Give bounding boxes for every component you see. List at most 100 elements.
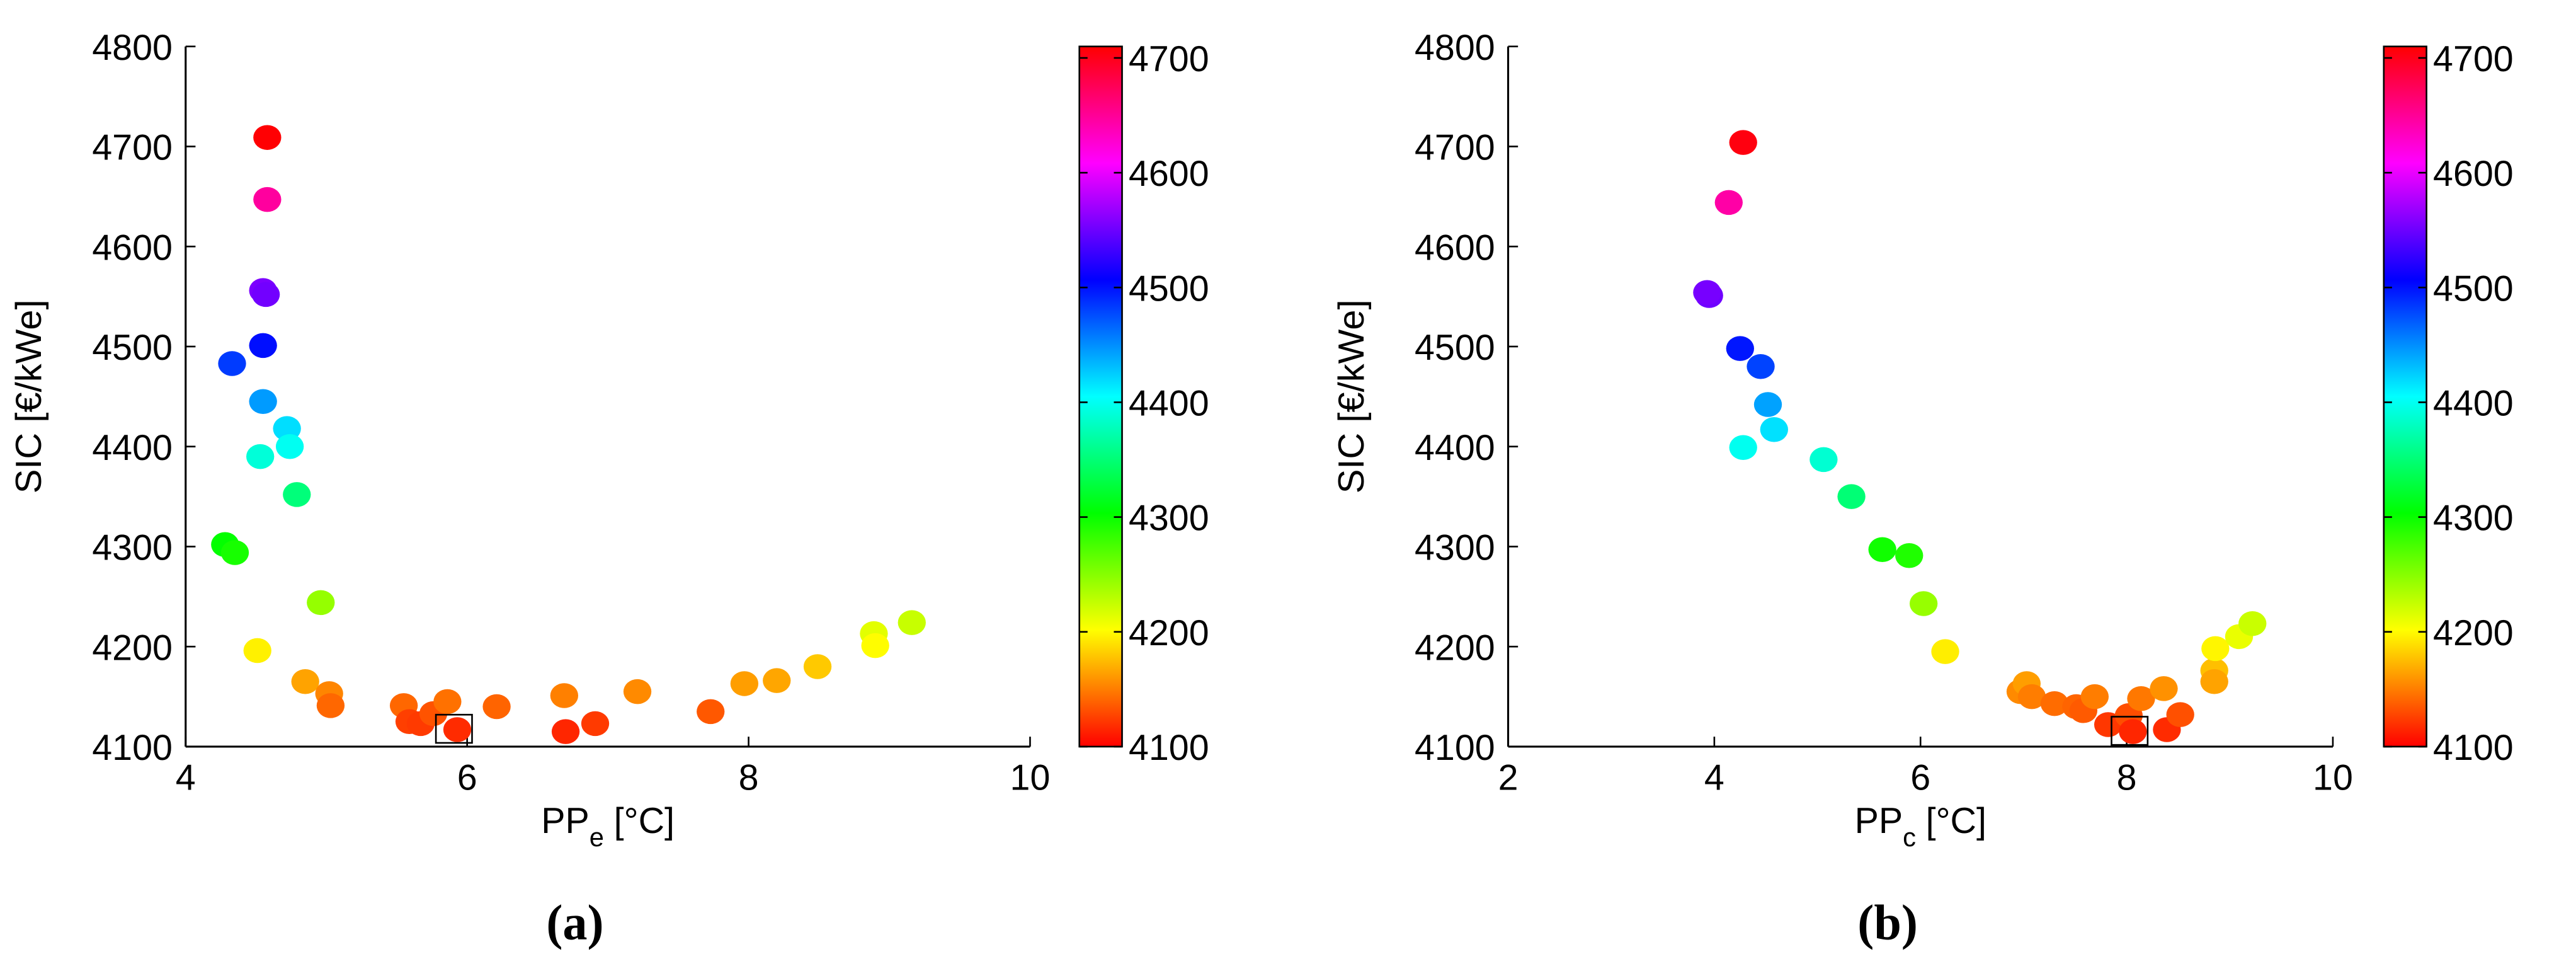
point bbox=[2119, 719, 2147, 744]
colorbar-tick-label: 4400 bbox=[2433, 383, 2514, 423]
point bbox=[2127, 686, 2155, 711]
point bbox=[251, 282, 280, 307]
x-tick-label: 6 bbox=[1910, 757, 1930, 798]
point bbox=[763, 668, 791, 693]
y-axis-label: SIC [€/kWe] bbox=[1331, 299, 1372, 493]
colorbar-tick-label: 4500 bbox=[1129, 268, 1209, 309]
point bbox=[218, 351, 246, 376]
point bbox=[1753, 392, 1782, 417]
y-tick-label: 4600 bbox=[1415, 227, 1495, 268]
point bbox=[1693, 280, 1721, 305]
point bbox=[551, 719, 580, 744]
point bbox=[1729, 435, 1757, 461]
y-tick-label: 4800 bbox=[92, 28, 173, 68]
colorbar-tick-label: 4100 bbox=[1129, 728, 1209, 768]
y-tick-label: 4800 bbox=[1415, 28, 1495, 68]
point bbox=[623, 679, 652, 704]
colorbar-tick-label: 4300 bbox=[2433, 498, 2514, 538]
point bbox=[283, 482, 311, 507]
y-tick-label: 4200 bbox=[92, 628, 173, 668]
point bbox=[443, 717, 472, 742]
point bbox=[730, 671, 759, 696]
point bbox=[316, 693, 345, 718]
point bbox=[2040, 691, 2069, 716]
colorbar-tick-label: 4600 bbox=[2433, 154, 2514, 194]
x-label-main: PP bbox=[541, 801, 590, 841]
point bbox=[1714, 190, 1743, 215]
y-tick-label: 4700 bbox=[1415, 127, 1495, 168]
point bbox=[243, 638, 271, 663]
y-tick-label: 4500 bbox=[92, 328, 173, 368]
colorbar bbox=[1078, 45, 1123, 748]
point bbox=[307, 590, 335, 616]
point bbox=[220, 540, 249, 565]
point bbox=[1726, 336, 1754, 361]
y-tick-label: 4100 bbox=[92, 728, 173, 768]
highlight-box bbox=[2111, 716, 2149, 746]
x-tick-label: 4 bbox=[1704, 757, 1724, 798]
point bbox=[1931, 639, 1959, 664]
colorbar-tick-label: 4500 bbox=[2433, 268, 2514, 309]
point bbox=[1895, 543, 1923, 568]
point bbox=[2166, 702, 2194, 727]
point bbox=[249, 333, 277, 359]
point bbox=[1747, 353, 1775, 379]
x-tick-label: 10 bbox=[1010, 757, 1051, 798]
point bbox=[1909, 591, 1938, 616]
point bbox=[898, 610, 926, 635]
colorbar-tick-label: 4200 bbox=[2433, 613, 2514, 653]
point bbox=[253, 187, 282, 212]
colorbar bbox=[2383, 45, 2427, 748]
point bbox=[1729, 130, 1757, 155]
point bbox=[253, 125, 282, 150]
point bbox=[249, 389, 277, 415]
point bbox=[2017, 684, 2046, 709]
point bbox=[1760, 416, 1788, 442]
y-tick-label: 4300 bbox=[1415, 527, 1495, 568]
point bbox=[275, 434, 304, 459]
x-tick-label: 4 bbox=[176, 757, 196, 798]
x-label-sub: c bbox=[1903, 822, 1916, 852]
point bbox=[2080, 684, 2109, 709]
point bbox=[246, 444, 275, 469]
colorbar-tick-label: 4700 bbox=[1129, 39, 1209, 79]
point bbox=[291, 669, 319, 694]
y-tick-label: 4700 bbox=[92, 127, 173, 168]
point bbox=[803, 654, 832, 679]
colorbar-tick-label: 4300 bbox=[1129, 498, 1209, 538]
point bbox=[1868, 537, 1896, 562]
point bbox=[433, 689, 462, 715]
x-tick-label: 2 bbox=[1498, 757, 1519, 798]
y-tick-label: 4300 bbox=[92, 527, 173, 568]
colorbar-tick-label: 4600 bbox=[1129, 154, 1209, 194]
y-tick-label: 4200 bbox=[1415, 628, 1495, 668]
point bbox=[550, 683, 579, 708]
y-tick-label: 4400 bbox=[1415, 428, 1495, 468]
colorbar-tick-label: 4700 bbox=[2433, 39, 2514, 79]
colorbar-tick-label: 4200 bbox=[1129, 613, 1209, 653]
subfigure-label: (b) bbox=[1857, 895, 1918, 950]
x-axis-label: PPc [°C] bbox=[1855, 801, 1986, 852]
y-tick-label: 4500 bbox=[1415, 328, 1495, 368]
x-label-unit: [°C] bbox=[1926, 801, 1986, 841]
y-axis-label: SIC [€/kWe] bbox=[9, 299, 49, 493]
point bbox=[697, 699, 725, 725]
x-tick-label: 8 bbox=[739, 757, 759, 798]
colorbar-tick-label: 4100 bbox=[2433, 728, 2514, 768]
point bbox=[581, 711, 610, 737]
colorbar-tick-label: 4400 bbox=[1129, 383, 1209, 423]
point bbox=[2200, 669, 2228, 694]
point bbox=[2150, 676, 2178, 701]
point bbox=[2238, 611, 2267, 636]
point bbox=[1809, 447, 1838, 473]
point bbox=[2201, 636, 2230, 662]
x-tick-label: 8 bbox=[2117, 757, 2137, 798]
x-tick-label: 6 bbox=[457, 757, 477, 798]
subfigure-label: (a) bbox=[546, 895, 603, 950]
point bbox=[861, 633, 889, 658]
point bbox=[2094, 712, 2123, 737]
highlight-box bbox=[435, 713, 473, 744]
point bbox=[482, 694, 511, 720]
